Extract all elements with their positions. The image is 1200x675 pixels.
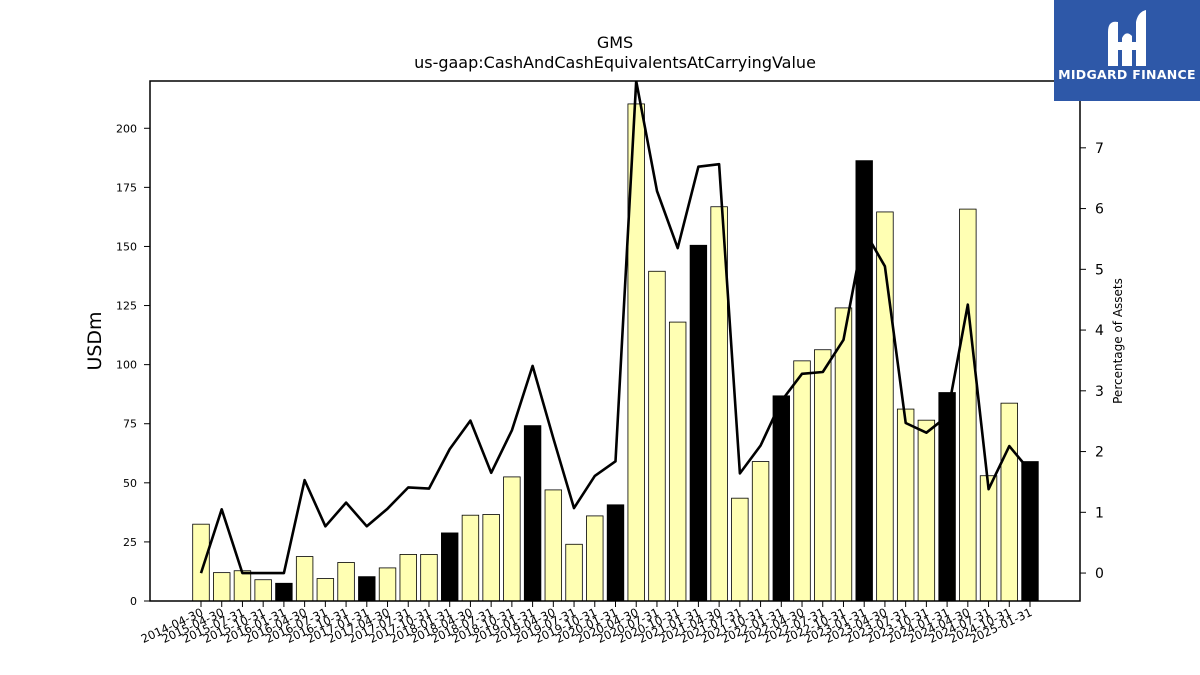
bar	[938, 392, 956, 602]
percentage-line-series	[199, 81, 1031, 575]
y-axis-right: 0 1 2 3 4 5 6 7	[1080, 141, 1104, 582]
percentage-line	[199, 81, 1031, 575]
bar	[503, 476, 521, 602]
y-tick-label: 50	[123, 477, 137, 490]
y2-tick-label: 7	[1095, 141, 1104, 157]
y2-axis-label: Percentage of Assets	[1111, 278, 1125, 404]
bar	[316, 578, 335, 602]
bar	[855, 160, 873, 602]
bar	[523, 425, 542, 602]
y-tick-label: 25	[123, 536, 137, 549]
bar	[834, 307, 853, 602]
bar	[295, 556, 314, 602]
bar	[275, 582, 293, 602]
bar	[979, 475, 998, 602]
chart-subtitle: us-gaap:CashAndCashEquivalentsAtCarrying…	[414, 53, 816, 72]
y2-tick-label: 6	[1095, 202, 1104, 218]
y-tick-label: 0	[130, 595, 137, 608]
bar	[917, 419, 936, 602]
chart-title: GMS	[597, 33, 633, 52]
y-axis-label: USDm	[84, 311, 106, 370]
bar-series	[192, 103, 1039, 602]
bar	[814, 349, 832, 602]
bar	[192, 523, 210, 602]
midgard-finance-logo: MIDGARD FINANCE	[1054, 0, 1200, 101]
y2-tick-label: 0	[1095, 566, 1104, 582]
y-tick-label: 100	[116, 359, 137, 372]
bar	[772, 395, 790, 602]
y-tick-label: 175	[116, 181, 137, 194]
bar	[606, 504, 625, 602]
bar	[668, 321, 687, 602]
bar	[233, 570, 252, 602]
bar	[648, 270, 666, 602]
bar	[337, 562, 355, 602]
bar	[461, 514, 480, 602]
x-axis: 2014-04-302015-04-302015-07-312015-10-31…	[139, 601, 1034, 646]
bar	[793, 360, 811, 602]
y2-tick-label: 5	[1095, 262, 1104, 278]
bar	[213, 572, 231, 602]
bar	[565, 543, 583, 602]
bar	[482, 514, 500, 602]
bar	[751, 461, 770, 602]
bar	[544, 489, 563, 602]
y2-tick-label: 1	[1095, 505, 1104, 521]
bar	[1021, 461, 1039, 602]
y2-tick-label: 4	[1095, 323, 1104, 339]
logo-text: MIDGARD FINANCE	[1058, 67, 1196, 82]
bar	[731, 497, 749, 602]
bar	[378, 567, 397, 602]
bar	[586, 515, 604, 602]
y-tick-label: 150	[116, 240, 137, 253]
bar	[689, 244, 708, 602]
bar	[254, 579, 272, 602]
y-tick-label: 200	[116, 122, 137, 135]
bar	[399, 554, 417, 602]
y-tick-label: 125	[116, 300, 137, 313]
logo-mark-icon	[1108, 10, 1146, 66]
bar	[1000, 402, 1018, 602]
bar	[358, 576, 376, 602]
bar	[420, 554, 438, 602]
y2-tick-label: 2	[1095, 445, 1104, 461]
bar	[441, 532, 459, 602]
y2-tick-label: 3	[1095, 384, 1104, 400]
y-tick-label: 75	[123, 418, 137, 431]
bar	[959, 208, 977, 602]
y-axis-left: 0 25 50 75 100 125 150 175 200	[116, 122, 150, 608]
bar	[896, 408, 915, 602]
